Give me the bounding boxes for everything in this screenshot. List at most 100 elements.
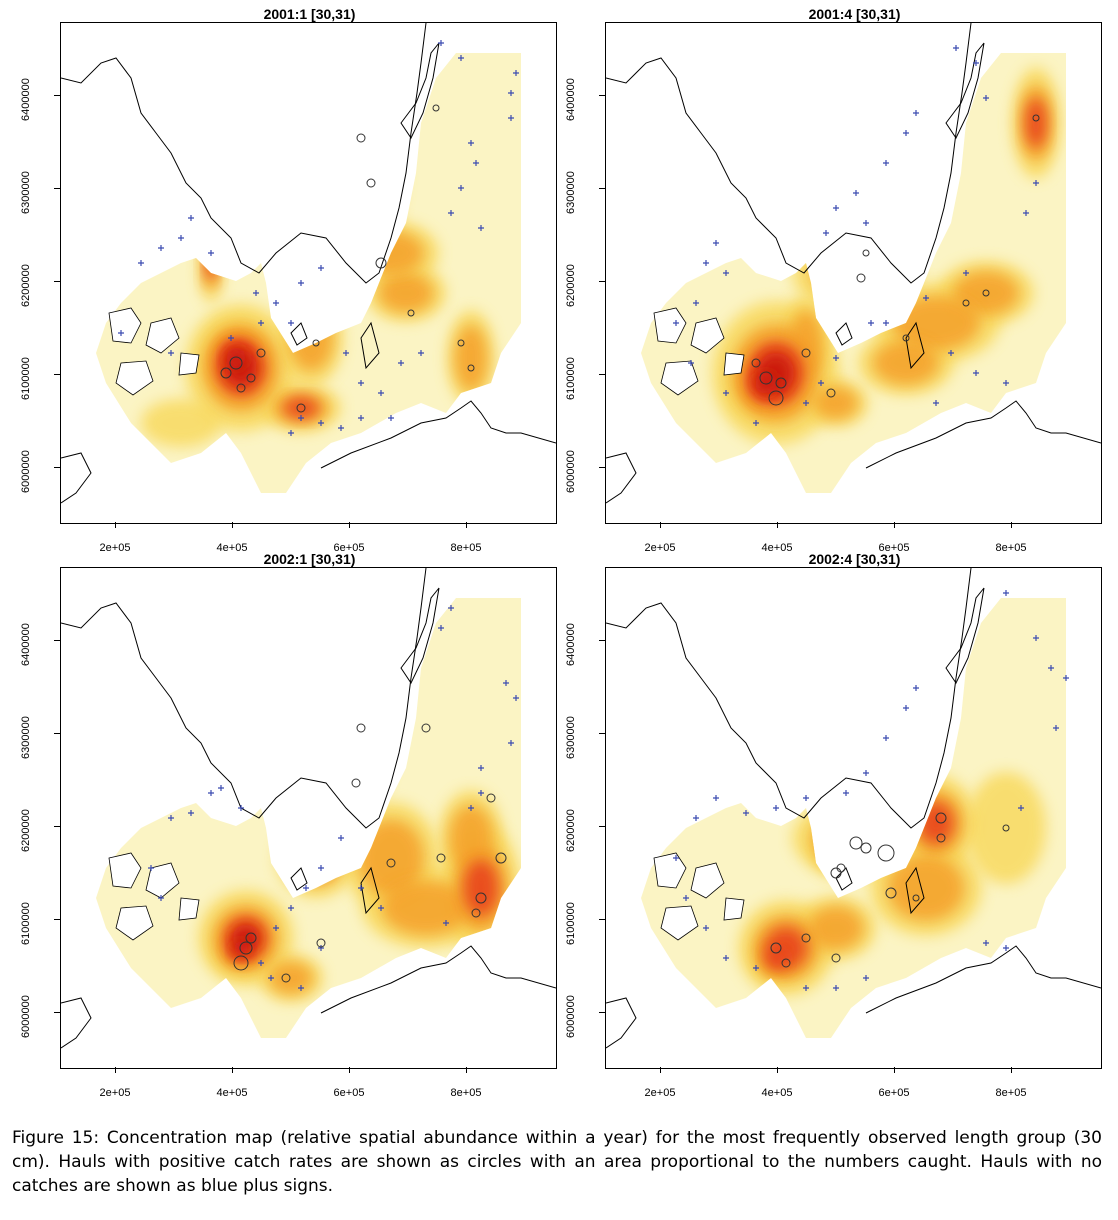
map-plot-area <box>605 22 1102 524</box>
coastline <box>905 321 925 370</box>
catch-circle <box>801 348 811 358</box>
y-tick-label: 6400000 <box>20 623 32 666</box>
y-tick-mark <box>54 281 60 282</box>
x-tick-mark <box>777 1067 778 1073</box>
no-catch-plus <box>448 210 454 216</box>
coastline <box>606 452 637 504</box>
map-plot-area <box>605 567 1102 1069</box>
catch-circle <box>356 723 366 733</box>
no-catch-plus <box>398 360 404 366</box>
no-catch-plus <box>743 810 749 816</box>
no-catch-plus <box>258 320 264 326</box>
no-catch-plus <box>983 95 989 101</box>
catch-circle <box>770 942 782 954</box>
no-catch-plus <box>983 940 989 946</box>
catch-circle <box>375 257 387 269</box>
no-catch-plus <box>358 885 364 891</box>
no-catch-plus <box>713 240 719 246</box>
coastline <box>320 400 556 469</box>
y-tick-label: 6200000 <box>565 809 577 852</box>
map-plot-area <box>60 567 557 1069</box>
y-tick-label: 6300000 <box>20 716 32 759</box>
catch-circle <box>407 309 415 317</box>
coastline <box>320 945 556 1014</box>
island-outline <box>145 862 180 899</box>
y-tick-mark <box>599 374 605 375</box>
catch-circle <box>860 842 872 854</box>
map-panel-2001-4: 2001:4 [30,31) 6000000 6100000 6200000 6300… <box>545 0 1104 560</box>
y-tick-mark <box>599 188 605 189</box>
x-tick-mark <box>349 1067 350 1073</box>
x-tick-mark <box>1011 522 1012 528</box>
no-catch-plus <box>833 985 839 991</box>
no-catch-plus <box>833 355 839 361</box>
no-catch-plus <box>118 330 124 336</box>
no-catch-plus <box>388 415 394 421</box>
coastline <box>945 42 985 140</box>
no-catch-plus <box>673 855 679 861</box>
y-tick-label: 6400000 <box>565 623 577 666</box>
catch-circle <box>475 892 487 904</box>
coastline <box>290 322 308 346</box>
abundance-blob <box>283 397 319 419</box>
no-catch-plus <box>843 790 849 796</box>
x-tick-label: 8e+05 <box>995 542 1027 554</box>
y-tick-mark <box>599 919 605 920</box>
no-catch-plus <box>963 270 969 276</box>
map-plot-area <box>60 22 557 524</box>
no-catch-plus <box>903 130 909 136</box>
no-catch-plus <box>703 260 709 266</box>
abundance-blob <box>269 961 313 995</box>
y-tick-mark <box>599 826 605 827</box>
no-catch-plus <box>288 430 294 436</box>
no-catch-plus <box>188 215 194 221</box>
y-tick-mark <box>599 1012 605 1013</box>
no-catch-plus <box>473 160 479 166</box>
coastline <box>945 587 985 685</box>
catch-circle <box>775 377 787 389</box>
x-tick-mark <box>466 1067 467 1073</box>
abundance-blob <box>355 143 367 163</box>
no-catch-plus <box>863 220 869 226</box>
no-catch-plus <box>703 925 709 931</box>
no-catch-plus <box>923 295 929 301</box>
coastline <box>360 866 380 915</box>
no-catch-plus <box>1048 665 1054 671</box>
no-catch-plus <box>438 625 444 631</box>
island-outline <box>145 317 180 354</box>
no-catch-plus <box>238 805 244 811</box>
catch-circle <box>486 793 496 803</box>
no-catch-plus <box>458 55 464 61</box>
no-catch-plus <box>478 225 484 231</box>
no-catch-plus <box>443 920 449 926</box>
x-tick-label: 6e+05 <box>333 1087 365 1099</box>
no-catch-plus <box>693 815 699 821</box>
abundance-blob <box>449 805 493 871</box>
no-catch-plus <box>438 40 444 46</box>
abundance-blob <box>809 819 873 877</box>
no-catch-plus <box>358 415 364 421</box>
no-catch-plus <box>318 945 324 951</box>
no-catch-plus <box>973 60 979 66</box>
y-tick-mark <box>599 640 605 641</box>
no-catch-plus <box>378 905 384 911</box>
no-catch-plus <box>868 320 874 326</box>
no-catch-plus <box>683 895 689 901</box>
abundance-blob <box>226 346 246 370</box>
abundance-blob <box>232 939 250 957</box>
y-tick-label: 6200000 <box>20 264 32 307</box>
y-tick-label: 6100000 <box>20 357 32 400</box>
no-catch-plus <box>1053 725 1059 731</box>
abundance-blob <box>357 146 385 210</box>
island-outline <box>178 352 200 376</box>
no-catch-plus <box>1033 180 1039 186</box>
y-tick-label: 6100000 <box>20 902 32 945</box>
coastline <box>360 321 380 370</box>
no-catch-plus <box>948 350 954 356</box>
no-catch-plus <box>298 415 304 421</box>
x-tick-label: 4e+05 <box>216 542 248 554</box>
x-tick-label: 6e+05 <box>878 1087 910 1099</box>
no-catch-plus <box>318 265 324 271</box>
catch-circle <box>495 852 507 864</box>
catch-circle <box>239 941 253 955</box>
